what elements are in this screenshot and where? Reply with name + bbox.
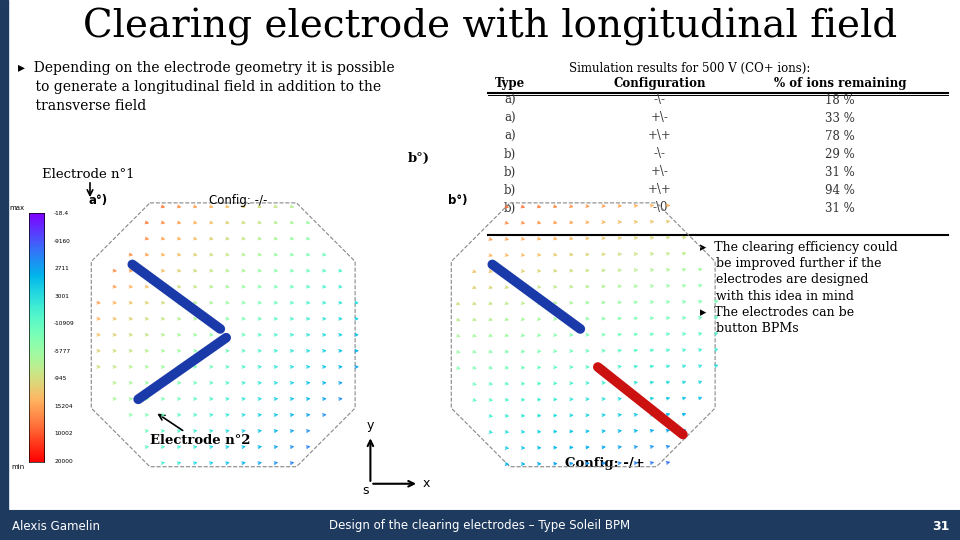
Text: +\-: +\- [651, 111, 669, 125]
Text: -\-: -\- [654, 93, 666, 106]
Text: button BPMs: button BPMs [700, 321, 799, 334]
Text: Alexis Gamelin: Alexis Gamelin [12, 519, 100, 532]
Text: min: min [11, 464, 24, 470]
Text: a): a) [504, 130, 516, 143]
Text: to generate a longitudinal field in addition to the: to generate a longitudinal field in addi… [18, 80, 381, 94]
Text: transverse field: transverse field [18, 99, 146, 113]
Text: b°): b°) [448, 194, 468, 207]
Text: Config: -/+: Config: -/+ [565, 456, 645, 469]
Text: b): b) [504, 147, 516, 160]
Text: electrodes are designed: electrodes are designed [700, 273, 869, 287]
Text: Type: Type [494, 78, 525, 91]
Bar [0, 512, 960, 540]
Text: b): b) [504, 165, 516, 179]
Text: Electrode n°2: Electrode n°2 [150, 434, 251, 447]
Text: +\+: +\+ [648, 130, 672, 143]
Text: 2711: 2711 [54, 266, 69, 271]
Text: 10002: 10002 [54, 431, 73, 436]
Text: b): b) [504, 201, 516, 214]
Text: 3001: 3001 [54, 294, 69, 299]
Text: 20000: 20000 [54, 458, 73, 464]
Text: 29 %: 29 % [826, 147, 854, 160]
Text: b): b) [504, 184, 516, 197]
Text: -\0: -\0 [652, 201, 668, 214]
Text: 78 %: 78 % [826, 130, 854, 143]
Text: Electrode n°1: Electrode n°1 [42, 168, 134, 181]
Text: Clearing electrode with longitudinal field: Clearing electrode with longitudinal fie… [83, 8, 898, 46]
Text: s: s [362, 484, 369, 497]
Text: -945: -945 [54, 376, 67, 381]
Text: ▸  Depending on the electrode geometry it is possible: ▸ Depending on the electrode geometry it… [18, 61, 395, 75]
Text: 33 %: 33 % [825, 111, 855, 125]
Text: Simulation results for 500 V (CO+ ions):: Simulation results for 500 V (CO+ ions): [569, 62, 810, 75]
Text: 31: 31 [932, 519, 950, 532]
Text: -5777: -5777 [54, 349, 71, 354]
Text: +\-: +\- [651, 165, 669, 179]
Text: -18.4: -18.4 [54, 211, 69, 217]
Text: 94 %: 94 % [825, 184, 855, 197]
Text: x: x [422, 477, 430, 490]
Text: % of ions remaining: % of ions remaining [774, 78, 906, 91]
Text: be improved further if the: be improved further if the [700, 258, 881, 271]
Text: with this idea in mind: with this idea in mind [700, 289, 854, 302]
Text: Configuration: Configuration [613, 78, 707, 91]
Text: -9160: -9160 [54, 239, 71, 244]
Text: -10909: -10909 [54, 321, 75, 326]
Text: ▸  The clearing efficiency could: ▸ The clearing efficiency could [700, 241, 898, 254]
Text: a): a) [504, 93, 516, 106]
Text: b°): b°) [408, 152, 430, 165]
Text: max: max [9, 205, 24, 211]
Bar [0, 0, 8, 540]
Text: -\-: -\- [654, 147, 666, 160]
Text: 15204: 15204 [54, 404, 73, 409]
Text: a°): a°) [88, 194, 108, 207]
Text: 31 %: 31 % [826, 165, 854, 179]
Text: y: y [367, 419, 374, 432]
Text: Config: -/-: Config: -/- [208, 194, 267, 207]
Text: Design of the clearing electrodes – Type Soleil BPM: Design of the clearing electrodes – Type… [329, 519, 631, 532]
Text: 18 %: 18 % [826, 93, 854, 106]
Text: +\+: +\+ [648, 184, 672, 197]
Text: a): a) [504, 111, 516, 125]
Text: 31 %: 31 % [826, 201, 854, 214]
Text: ▸  The electrodes can be: ▸ The electrodes can be [700, 306, 854, 319]
